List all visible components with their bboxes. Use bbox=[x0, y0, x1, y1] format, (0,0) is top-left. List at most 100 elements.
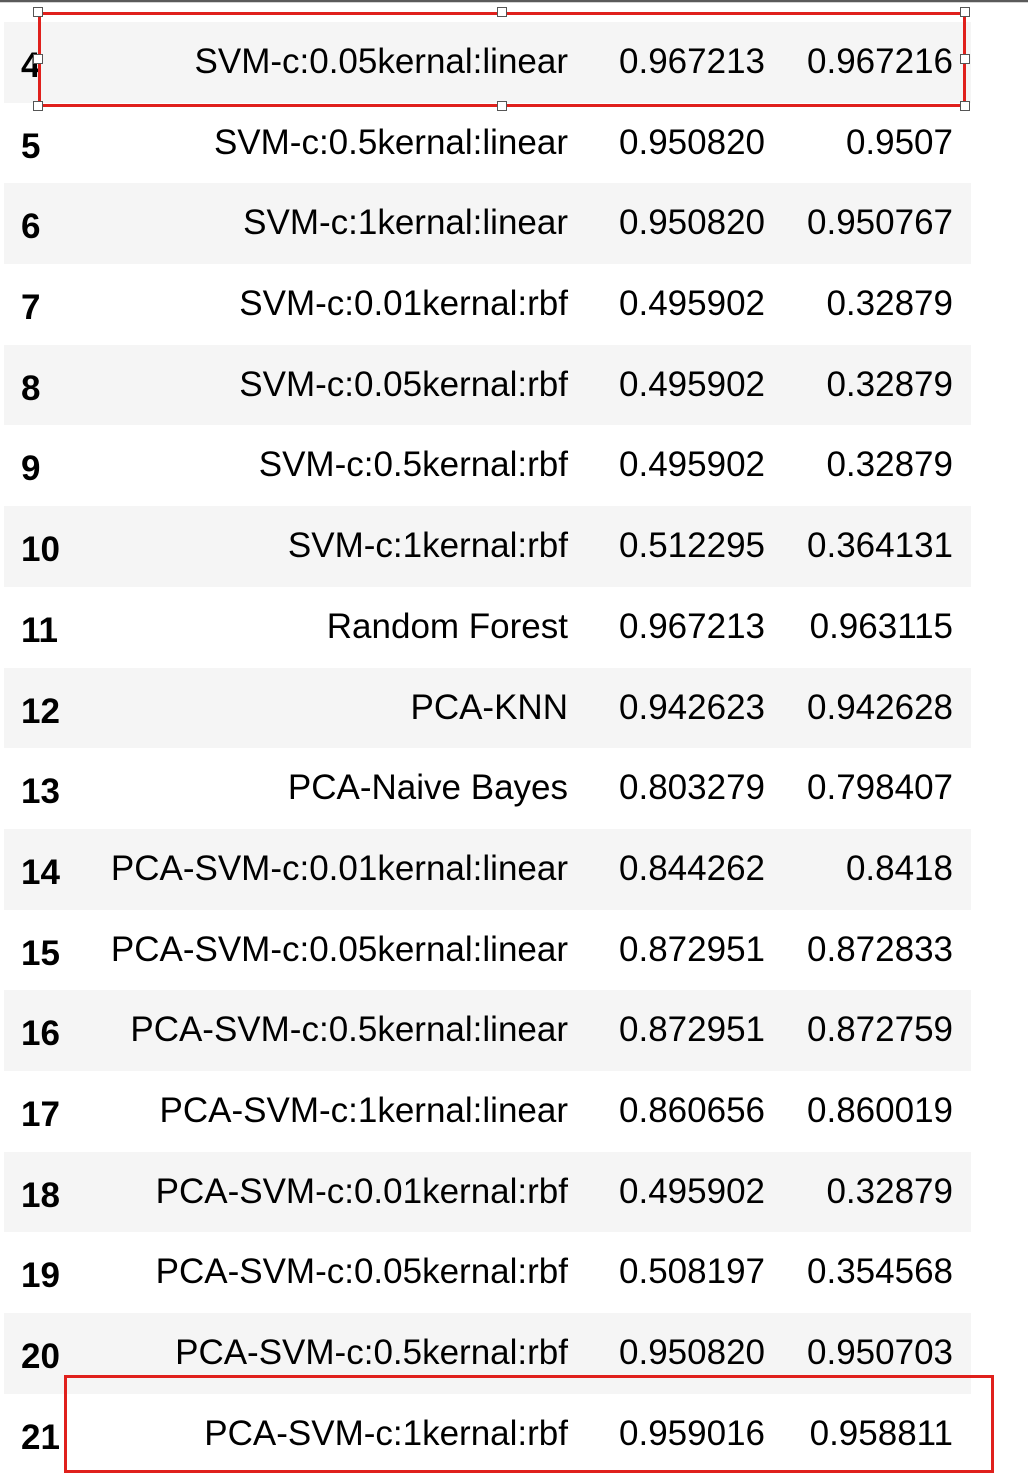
table-row: 13 PCA-Naive Bayes 0.803279 0.798407 bbox=[4, 748, 971, 829]
table-row: 20 PCA-SVM-c:0.5kernal:rbf 0.950820 0.95… bbox=[4, 1313, 971, 1394]
f1-value: 0.942628 bbox=[807, 687, 953, 727]
model-name: PCA-SVM-c:1kernal:linear bbox=[159, 1090, 568, 1130]
table-row: 5 SVM-c:0.5kernal:linear 0.950820 0.9507 bbox=[4, 103, 971, 184]
selection-box[interactable] bbox=[38, 12, 966, 107]
table-row: 21 PCA-SVM-c:1kernal:rbf 0.959016 0.9588… bbox=[4, 1394, 971, 1475]
f1-value: 0.958811 bbox=[809, 1413, 953, 1453]
accuracy-value: 0.872951 bbox=[619, 929, 765, 969]
accuracy-value: 0.967213 bbox=[619, 42, 765, 81]
table-row: 10 SVM-c:1kernal:rbf 0.512295 0.364131 bbox=[4, 506, 971, 587]
f1-value: 0.872759 bbox=[807, 1010, 953, 1050]
f1-value: 0.860019 bbox=[807, 1090, 953, 1130]
model-name: PCA-SVM-c:0.05kernal:rbf bbox=[155, 1252, 568, 1292]
table-row: 7 SVM-c:0.01kernal:rbf 0.495902 0.32879 bbox=[4, 264, 971, 345]
model-name: SVM-c:0.5kernal:rbf bbox=[258, 445, 568, 485]
table-row: 19 PCA-SVM-c:0.05kernal:rbf 0.508197 0.3… bbox=[4, 1232, 971, 1313]
accuracy-value: 0.950820 bbox=[619, 1333, 765, 1372]
accuracy-value: 0.872951 bbox=[619, 1010, 765, 1050]
resize-handle-middle-right[interactable] bbox=[960, 54, 970, 64]
f1-value: 0.32879 bbox=[826, 1171, 953, 1211]
f1-value: 0.872833 bbox=[807, 929, 953, 969]
table-row: 8 SVM-c:0.05kernal:rbf 0.495902 0.32879 bbox=[4, 344, 971, 426]
row-index: 12 bbox=[21, 691, 60, 731]
row-index: 5 bbox=[21, 126, 41, 166]
accuracy-value: 0.860656 bbox=[619, 1090, 765, 1130]
f1-value: 0.9507 bbox=[845, 122, 953, 162]
accuracy-value: 0.495902 bbox=[619, 284, 765, 324]
model-name: SVM-c:0.05kernal:linear bbox=[194, 42, 569, 81]
model-name: SVM-c:0.05kernal:rbf bbox=[239, 364, 568, 404]
row-index: 14 bbox=[21, 852, 60, 892]
f1-value: 0.364131 bbox=[807, 526, 953, 566]
f1-value: 0.8418 bbox=[845, 848, 953, 888]
row-index: 9 bbox=[21, 449, 41, 489]
accuracy-value: 0.942623 bbox=[619, 687, 765, 727]
resize-handle-bottom-center[interactable] bbox=[497, 101, 507, 111]
model-name: PCA-SVM-c:0.01kernal:rbf bbox=[155, 1171, 568, 1211]
results-table: 4 SVM-c:0.05kernal:linear 0.967213 0.967… bbox=[4, 22, 971, 1474]
model-name: PCA-SVM-c:0.5kernal:linear bbox=[130, 1010, 568, 1050]
model-name: Random Forest bbox=[326, 606, 568, 646]
row-index: 13 bbox=[21, 772, 60, 812]
row-index: 18 bbox=[21, 1175, 60, 1215]
row-index: 15 bbox=[21, 933, 60, 973]
accuracy-value: 0.844262 bbox=[619, 848, 765, 888]
row-index: 11 bbox=[21, 610, 58, 650]
accuracy-value: 0.803279 bbox=[619, 768, 765, 808]
table-row: 4 SVM-c:0.05kernal:linear 0.967213 0.967… bbox=[4, 22, 971, 103]
model-name: PCA-KNN bbox=[410, 687, 568, 727]
f1-value: 0.354568 bbox=[807, 1252, 953, 1292]
row-index: 10 bbox=[21, 530, 60, 570]
model-name: SVM-c:1kernal:linear bbox=[243, 203, 568, 243]
row-index: 17 bbox=[21, 1094, 60, 1134]
model-name: SVM-c:1kernal:rbf bbox=[287, 526, 568, 566]
row-index: 19 bbox=[21, 1256, 60, 1296]
accuracy-value: 0.950820 bbox=[619, 122, 765, 162]
f1-value: 0.32879 bbox=[826, 364, 953, 404]
accuracy-value: 0.495902 bbox=[619, 1171, 765, 1211]
accuracy-value: 0.508197 bbox=[619, 1252, 765, 1292]
row-index: 20 bbox=[21, 1337, 60, 1376]
accuracy-value: 0.495902 bbox=[619, 445, 765, 485]
model-name: PCA-SVM-c:0.05kernal:linear bbox=[110, 929, 568, 969]
row-index: 6 bbox=[21, 207, 41, 247]
table-row: 12 PCA-KNN 0.942623 0.942628 bbox=[4, 667, 971, 749]
top-border bbox=[0, 0, 1028, 5]
model-name: PCA-SVM-c:0.5kernal:rbf bbox=[175, 1333, 568, 1372]
table-row: 16 PCA-SVM-c:0.5kernal:linear 0.872951 0… bbox=[4, 990, 971, 1071]
resize-handle-top-right[interactable] bbox=[960, 7, 970, 17]
row-index: 16 bbox=[21, 1014, 60, 1054]
row-index: 21 bbox=[21, 1417, 60, 1457]
resize-handle-bottom-left[interactable] bbox=[33, 101, 43, 111]
resize-handle-middle-left[interactable] bbox=[33, 54, 43, 64]
table-row: 15 PCA-SVM-c:0.05kernal:linear 0.872951 … bbox=[4, 910, 971, 991]
f1-value: 0.967216 bbox=[807, 42, 953, 81]
accuracy-value: 0.495902 bbox=[619, 364, 765, 404]
f1-value: 0.963115 bbox=[809, 606, 953, 646]
model-name: PCA-Naive Bayes bbox=[287, 768, 568, 808]
accuracy-value: 0.512295 bbox=[619, 526, 765, 566]
f1-value: 0.798407 bbox=[807, 768, 953, 808]
accuracy-value: 0.950820 bbox=[619, 203, 765, 243]
table-row: 18 PCA-SVM-c:0.01kernal:rbf 0.495902 0.3… bbox=[4, 1151, 971, 1233]
accuracy-value: 0.959016 bbox=[619, 1413, 765, 1453]
table-row: 14 PCA-SVM-c:0.01kernal:linear 0.844262 … bbox=[4, 828, 971, 910]
model-name: PCA-SVM-c:1kernal:rbf bbox=[204, 1413, 568, 1453]
highlight-box[interactable] bbox=[64, 1375, 994, 1473]
table-row: 11 Random Forest 0.967213 0.963115 bbox=[4, 587, 971, 668]
f1-value: 0.950703 bbox=[807, 1333, 953, 1372]
row-index: 7 bbox=[21, 288, 41, 328]
table-row: 6 SVM-c:1kernal:linear 0.950820 0.950767 bbox=[4, 183, 971, 265]
resize-handle-top-center[interactable] bbox=[497, 7, 507, 17]
model-name: SVM-c:0.5kernal:linear bbox=[213, 122, 568, 162]
f1-value: 0.32879 bbox=[826, 284, 953, 324]
row-index: 8 bbox=[21, 368, 41, 408]
table-row: 9 SVM-c:0.5kernal:rbf 0.495902 0.32879 bbox=[4, 425, 971, 506]
model-name: PCA-SVM-c:0.01kernal:linear bbox=[110, 848, 568, 888]
model-name: SVM-c:0.01kernal:rbf bbox=[239, 284, 568, 324]
f1-value: 0.32879 bbox=[826, 445, 953, 485]
resize-handle-bottom-right[interactable] bbox=[960, 101, 970, 111]
f1-value: 0.950767 bbox=[807, 203, 953, 243]
resize-handle-top-left[interactable] bbox=[33, 7, 43, 17]
accuracy-value: 0.967213 bbox=[619, 606, 765, 646]
